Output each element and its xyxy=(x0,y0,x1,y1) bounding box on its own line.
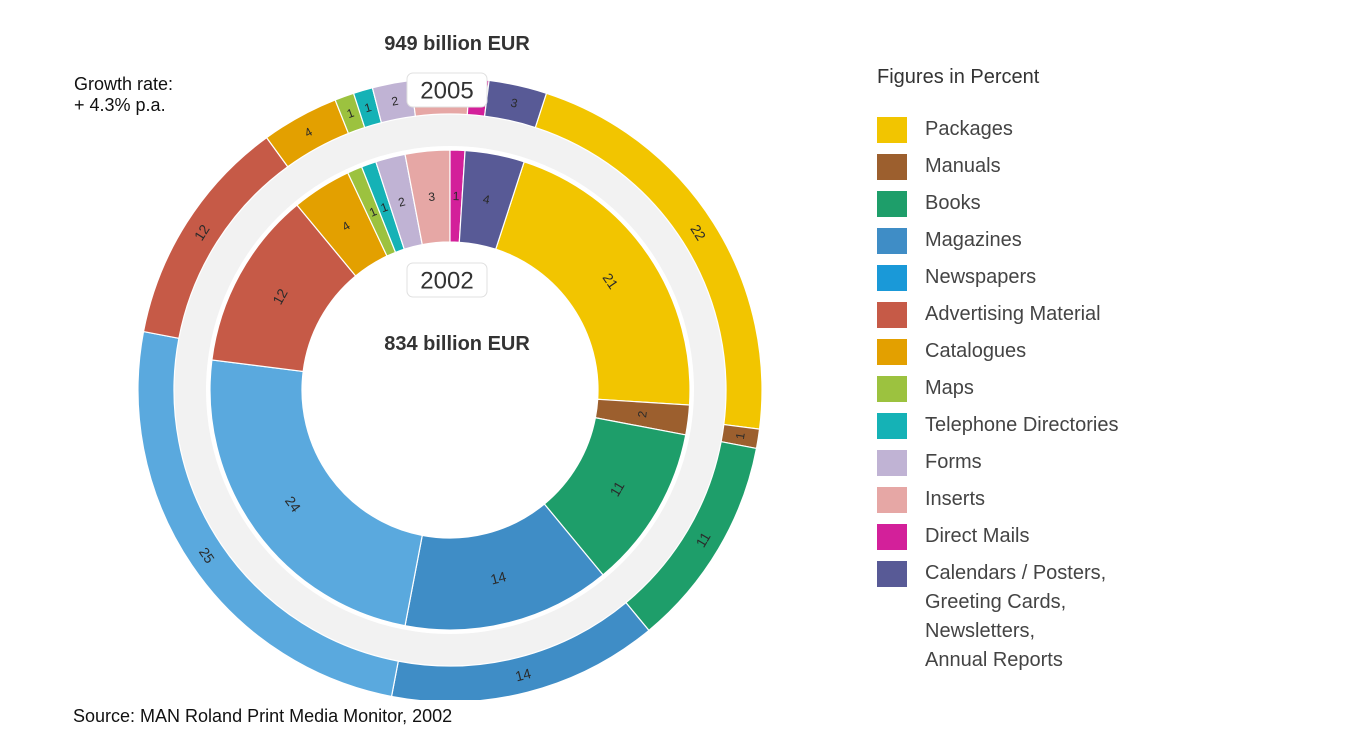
outer-ring-label-packages: 22 xyxy=(687,222,709,244)
inner-ring-label-inserts: 3 xyxy=(428,190,436,205)
year-label-2005-box xyxy=(406,72,488,108)
legend-swatch xyxy=(877,117,907,143)
legend-swatch xyxy=(877,376,907,402)
legend-label: Catalogues xyxy=(925,340,1027,362)
inner-ring-label-forms: 2 xyxy=(397,194,407,209)
legend-swatch xyxy=(877,450,907,476)
legend-swatch xyxy=(877,524,907,550)
outer-ring-label-maps: 1 xyxy=(345,106,356,122)
legend-swatch xyxy=(877,561,907,587)
donut-hole xyxy=(304,244,596,536)
growth-rate-label: Growth rate: xyxy=(74,74,174,94)
legend-title: Figures in Percent xyxy=(877,66,1040,88)
legend-item: Telephone Directories xyxy=(877,411,1118,440)
legend-swatch xyxy=(877,487,907,513)
total-2002: 834 billion EUR xyxy=(384,333,530,355)
legend-item: Catalogues xyxy=(877,337,1118,366)
legend-items: Packages Manuals Books Magazines Newspapers A… xyxy=(877,115,1118,675)
legend-swatch xyxy=(877,302,907,328)
outer-ring-label-advertising-material: 12 xyxy=(191,221,213,243)
legend: Figures in Percent Packages Manuals Books M… xyxy=(877,66,1118,683)
year-label-2002: 2002 xyxy=(406,262,488,298)
inner-ring-slice-newspapers xyxy=(209,359,423,627)
outer-ring-slice-calendars-posters-greeting-cards-newsletters-annual-reports xyxy=(483,79,548,129)
growth-rate: Growth rate: + 4.3% p.a. xyxy=(74,74,173,116)
outer-ring-label-calendars-posters-greeting-cards-newsletters-annual-reports: 3 xyxy=(509,96,519,111)
inner-ring-label-direct-mails: 1 xyxy=(453,189,460,203)
total-2005: 949 billion EUR xyxy=(384,33,530,55)
legend-label: Manuals xyxy=(925,155,1001,177)
legend-label: Books xyxy=(925,192,981,214)
legend-label: Maps xyxy=(925,377,974,399)
legend-swatch xyxy=(877,154,907,180)
legend-item: Calendars / Posters, Greeting Cards, New… xyxy=(877,559,1118,675)
inner-ring-label-calendars-posters-greeting-cards-newsletters-annual-reports: 4 xyxy=(482,192,491,207)
inner-ring-label-maps: 1 xyxy=(367,204,379,220)
legend-label: Magazines xyxy=(925,229,1022,251)
legend-label: Calendars / Posters, Greeting Cards, New… xyxy=(925,562,1107,671)
legend-label: Forms xyxy=(925,451,982,473)
outer-ring-label-magazines: 14 xyxy=(514,665,533,684)
growth-rate-value: + 4.3% p.a. xyxy=(74,95,166,115)
legend-label: Telephone Directories xyxy=(925,414,1119,436)
year-label-2002-box xyxy=(406,262,488,298)
legend-label: Direct Mails xyxy=(925,525,1030,547)
legend-item: Direct Mails xyxy=(877,522,1118,551)
outer-ring-label-newspapers: 25 xyxy=(196,544,218,566)
legend-item: Packages xyxy=(877,115,1118,144)
legend-item: Inserts xyxy=(877,485,1118,514)
legend-swatch xyxy=(877,191,907,217)
inner-ring-slice-calendars-posters-greeting-cards-newsletters-annual-reports xyxy=(458,149,525,250)
legend-item: Manuals xyxy=(877,152,1118,181)
legend-swatch xyxy=(877,265,907,291)
outer-ring-label-telephone-directories: 1 xyxy=(363,100,374,115)
legend-label: Newspapers xyxy=(925,266,1037,288)
donut-chart: 2211114251241123132121114241241123142005… xyxy=(137,33,763,700)
inner-ring-label-manuals: 2 xyxy=(635,410,650,419)
legend-item: Advertising Material xyxy=(877,300,1118,329)
inner-ring-slice-packages xyxy=(494,160,691,406)
legend-item: Forms xyxy=(877,448,1118,477)
legend-item: Maps xyxy=(877,374,1118,403)
outer-ring-label-forms: 2 xyxy=(390,94,399,109)
inner-ring-label-advertising-material: 12 xyxy=(269,286,291,308)
source-note: Source: MAN Roland Print Media Monitor, … xyxy=(73,706,453,726)
inner-ring-label-packages: 21 xyxy=(599,270,621,292)
year-label-2005-text: 2005 xyxy=(420,78,473,105)
legend-item: Magazines xyxy=(877,226,1118,255)
inner-ring-label-telephone-directories: 1 xyxy=(379,200,390,216)
year-label-2005: 2005 xyxy=(406,72,488,108)
legend-label: Advertising Material xyxy=(925,303,1101,325)
outer-ring-label-manuals: 1 xyxy=(733,431,748,440)
legend-swatch xyxy=(877,228,907,254)
legend-label: Inserts xyxy=(925,488,986,510)
legend-item: Books xyxy=(877,189,1118,218)
inner-ring-label-magazines: 14 xyxy=(489,568,508,587)
year-label-2002-text: 2002 xyxy=(420,268,473,295)
legend-swatch xyxy=(877,413,907,439)
legend-item: Newspapers xyxy=(877,263,1118,292)
legend-swatch xyxy=(877,339,907,365)
legend-label: Packages xyxy=(925,118,1013,140)
